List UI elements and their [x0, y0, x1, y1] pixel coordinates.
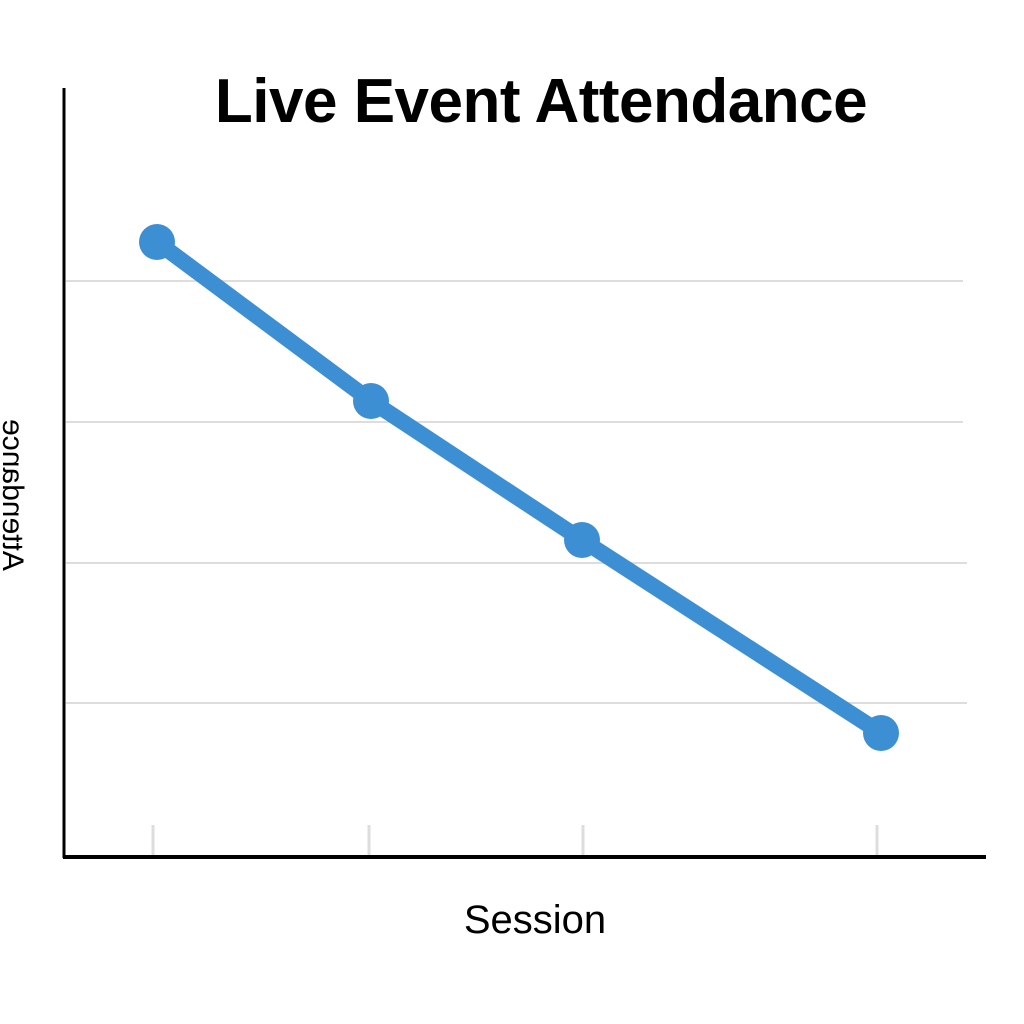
- data-point: [139, 224, 175, 260]
- data-point: [353, 383, 389, 419]
- y-axis-label: Attendance: [0, 419, 29, 571]
- data-point: [564, 522, 600, 558]
- x-ticks: [151, 825, 879, 855]
- data-points: [139, 224, 899, 751]
- chart-title: Live Event Attendance: [214, 67, 868, 136]
- attendance-line: [149, 234, 889, 741]
- x-axis-label: Session: [463, 898, 607, 942]
- data-point: [863, 715, 899, 751]
